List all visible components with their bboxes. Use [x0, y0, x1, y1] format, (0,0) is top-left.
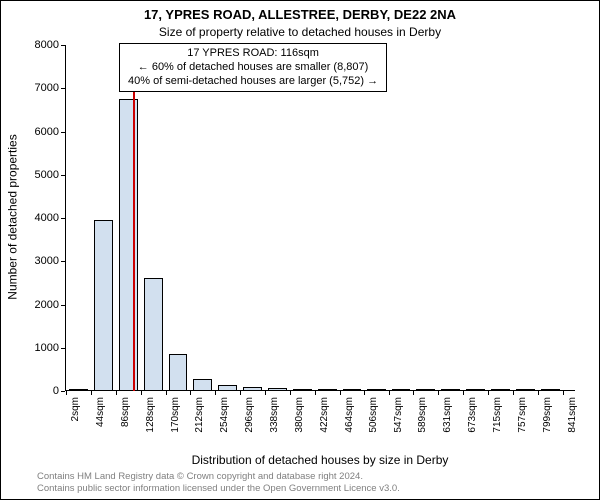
- x-tick-label: 673sqm: [467, 397, 478, 433]
- histogram-bar: [119, 99, 138, 391]
- footer-text: Contains HM Land Registry data © Crown c…: [37, 471, 400, 495]
- x-tick-label: 296sqm: [244, 397, 255, 433]
- x-tick-mark: [141, 391, 142, 395]
- x-tick-mark: [240, 391, 241, 395]
- x-tick-label: 506sqm: [368, 397, 379, 433]
- y-tick-label: 4000: [35, 212, 59, 224]
- x-tick-mark: [290, 391, 291, 395]
- x-tick-mark: [190, 391, 191, 395]
- x-tick-label: 547sqm: [393, 397, 404, 433]
- histogram-bar: [466, 389, 485, 391]
- footer-line-2: Contains public sector information licen…: [37, 483, 400, 495]
- x-tick-label: 799sqm: [542, 397, 553, 433]
- x-tick-mark: [413, 391, 414, 395]
- x-tick-label: 631sqm: [442, 397, 453, 433]
- y-tick-label: 6000: [35, 126, 59, 138]
- x-tick-label: 170sqm: [170, 397, 181, 433]
- x-tick-mark: [538, 391, 539, 395]
- histogram-bar: [144, 278, 163, 391]
- x-axis-label: Distribution of detached houses by size …: [65, 453, 575, 467]
- x-tick-mark: [215, 391, 216, 395]
- y-tick-mark: [61, 45, 65, 46]
- histogram-bar: [218, 385, 237, 391]
- histogram-bar: [94, 220, 113, 391]
- y-tick-mark: [61, 261, 65, 262]
- y-tick-label: 5000: [35, 169, 59, 181]
- histogram-bar: [268, 388, 287, 391]
- histogram-bar: [243, 387, 262, 391]
- page-subtitle: Size of property relative to detached ho…: [1, 25, 599, 39]
- y-tick-mark: [61, 218, 65, 219]
- footer-line-1: Contains HM Land Registry data © Crown c…: [37, 471, 400, 483]
- histogram-bar: [193, 379, 212, 391]
- x-tick-mark: [265, 391, 266, 395]
- histogram-bar: [491, 389, 510, 391]
- x-tick-label: 2sqm: [70, 397, 81, 421]
- x-tick-mark: [563, 391, 564, 395]
- y-tick-mark: [61, 305, 65, 306]
- y-tick-label: 3000: [35, 255, 59, 267]
- y-tick-mark: [61, 88, 65, 89]
- histogram-bar: [343, 389, 362, 391]
- x-tick-mark: [340, 391, 341, 395]
- x-tick-mark: [463, 391, 464, 395]
- x-tick-label: 841sqm: [567, 397, 578, 433]
- histogram-bar: [392, 389, 411, 391]
- callout-box: 17 YPRES ROAD: 116sqm ← 60% of detached …: [119, 43, 387, 92]
- x-tick-mark: [66, 391, 67, 395]
- x-tick-label: 757sqm: [517, 397, 528, 433]
- x-tick-label: 254sqm: [219, 397, 230, 433]
- chart-container: 17, YPRES ROAD, ALLESTREE, DERBY, DE22 2…: [0, 0, 600, 500]
- histogram-bar: [516, 389, 535, 391]
- histogram-bar: [169, 354, 188, 391]
- x-tick-label: 86sqm: [120, 397, 131, 427]
- histogram-bar: [293, 389, 312, 391]
- callout-line-2: ← 60% of detached houses are smaller (8,…: [128, 61, 378, 75]
- y-tick-label: 8000: [35, 39, 59, 51]
- x-tick-mark: [166, 391, 167, 395]
- x-tick-mark: [91, 391, 92, 395]
- x-tick-label: 422sqm: [319, 397, 330, 433]
- plot-area: 0100020003000400050006000700080002sqm44s…: [65, 45, 575, 391]
- histogram-bar: [69, 389, 88, 391]
- y-tick-mark: [61, 348, 65, 349]
- bars-layer: [65, 45, 575, 391]
- y-tick-label: 0: [53, 385, 59, 397]
- y-tick-label: 2000: [35, 299, 59, 311]
- x-tick-mark: [513, 391, 514, 395]
- callout-line-3: 40% of semi-detached houses are larger (…: [128, 75, 378, 89]
- x-tick-mark: [389, 391, 390, 395]
- x-tick-mark: [364, 391, 365, 395]
- y-tick-mark: [61, 132, 65, 133]
- x-tick-label: 338sqm: [269, 397, 280, 433]
- x-tick-mark: [315, 391, 316, 395]
- histogram-bar: [416, 389, 435, 391]
- x-tick-label: 589sqm: [417, 397, 428, 433]
- page-title: 17, YPRES ROAD, ALLESTREE, DERBY, DE22 2…: [1, 7, 599, 22]
- y-tick-label: 1000: [35, 342, 59, 354]
- y-tick-mark: [61, 175, 65, 176]
- x-tick-label: 715sqm: [492, 397, 503, 433]
- histogram-bar: [318, 389, 337, 391]
- marker-line: [133, 45, 135, 391]
- x-tick-label: 128sqm: [145, 397, 156, 433]
- y-axis-label: Number of detached properties: [5, 45, 21, 389]
- y-tick-label: 7000: [35, 82, 59, 94]
- x-tick-mark: [116, 391, 117, 395]
- x-tick-label: 44sqm: [95, 397, 106, 427]
- x-tick-mark: [438, 391, 439, 395]
- histogram-bar: [441, 389, 460, 391]
- x-tick-label: 380sqm: [294, 397, 305, 433]
- x-tick-label: 464sqm: [344, 397, 355, 433]
- x-tick-mark: [488, 391, 489, 395]
- callout-line-1: 17 YPRES ROAD: 116sqm: [128, 47, 378, 61]
- histogram-bar: [367, 389, 386, 391]
- histogram-bar: [541, 389, 560, 391]
- x-tick-label: 212sqm: [194, 397, 205, 433]
- y-tick-mark: [61, 391, 65, 392]
